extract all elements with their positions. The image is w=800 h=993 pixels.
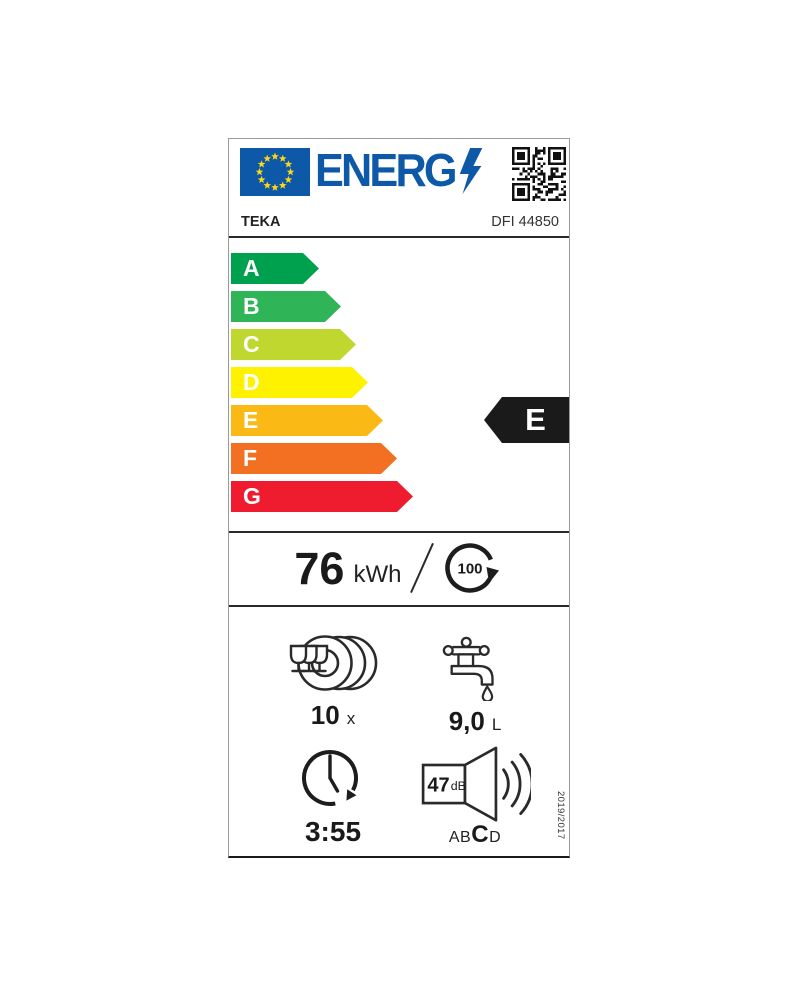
place-setting-icon: [289, 635, 378, 691]
capacity-value: 10: [310, 700, 340, 730]
scale-arrow-e: E: [231, 405, 383, 436]
divider: [229, 605, 569, 607]
qr-modules: [512, 147, 566, 201]
energy-value: 76: [294, 542, 345, 594]
lightning-icon: [459, 148, 482, 194]
scale-letter: B: [243, 293, 260, 319]
scale-letter: G: [243, 483, 261, 509]
water-tap-icon: [442, 636, 494, 701]
eu-flag-stars: [255, 152, 295, 191]
noise-class-scale: A B C D: [449, 821, 501, 849]
noise-value: 47: [427, 775, 449, 797]
cycles-count: 100: [457, 561, 482, 578]
eu-flag-icon: [240, 148, 310, 196]
energy-unit: kWh: [353, 561, 402, 588]
scale-arrow-d: D: [231, 367, 368, 398]
scale-letter: A: [243, 255, 260, 281]
brand-row: TEKA DFI 44850: [229, 214, 569, 230]
energ-logo-text: ENERG: [315, 144, 457, 196]
scale-arrow-b: B: [231, 291, 341, 322]
scale-arrow-a: A: [231, 253, 319, 284]
scale-letter: F: [243, 445, 258, 471]
capacity-cell: 10 x: [259, 633, 407, 731]
model-number: DFI 44850: [491, 214, 559, 230]
water-unit: L: [491, 715, 502, 734]
qr-code-icon: [512, 147, 566, 201]
noise-class-c-selected: C: [471, 821, 490, 848]
scale-arrow-c: C: [231, 329, 356, 360]
brand-name: TEKA: [241, 214, 281, 230]
duration-cell: 3:55: [259, 743, 407, 848]
cycle-arrow-icon: 100: [444, 543, 499, 593]
energy-label: ENERG TEKA DFI 44850 A B C D E F G E 76 …: [228, 138, 570, 858]
clock-icon: [302, 750, 358, 806]
scale-letter: C: [243, 331, 260, 357]
noise-speaker-icon: 47 dB: [421, 746, 531, 822]
noise-class-b: B: [460, 829, 472, 846]
water-value: 9,0: [448, 706, 485, 736]
capacity-unit: x: [346, 709, 356, 728]
header-divider: [229, 236, 569, 238]
per-slash: [410, 542, 435, 594]
energ-logo: ENERG: [315, 147, 482, 194]
noise-unit: dB: [451, 779, 466, 793]
noise-cell: 47 dB A B C D: [401, 745, 549, 849]
noise-class-d: D: [489, 829, 502, 846]
scale-letter: E: [243, 407, 259, 433]
divider: [229, 531, 569, 533]
duration-value: 3:55: [304, 816, 362, 847]
rating-letter: E: [525, 402, 546, 437]
water-cell: 9,0 L: [401, 635, 549, 737]
scale-arrow-f: F: [231, 443, 397, 474]
noise-class-a: A: [448, 829, 461, 846]
scale-letter: D: [243, 369, 260, 395]
energy-consumption-row: 76 kWh 100: [229, 537, 569, 599]
regulation-number: 2019/2017: [555, 791, 566, 840]
scale-arrow-g: G: [231, 481, 413, 512]
rating-pointer: E: [484, 397, 569, 443]
